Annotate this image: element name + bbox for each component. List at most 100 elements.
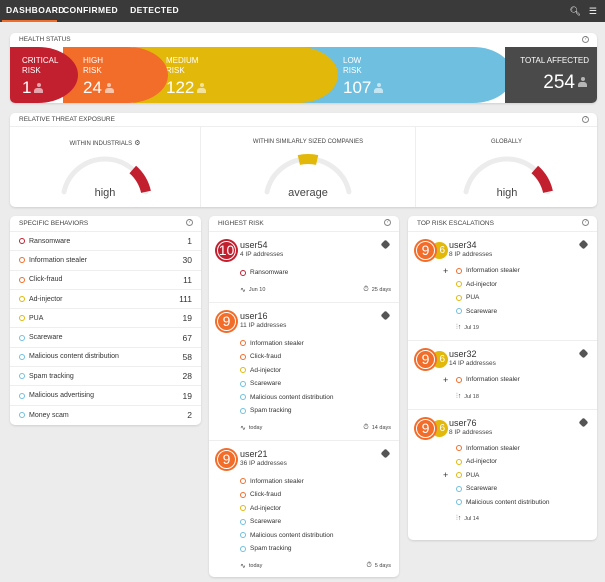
user-name[interactable]: user21	[240, 448, 268, 459]
severity-dot-icon	[240, 353, 246, 360]
search-icon[interactable]: 🔍︎	[569, 5, 581, 16]
risk-strip: CRITICAL RISK 1 HIGH RISK 24 MEDIUM RISK 122 LOW R…	[10, 47, 597, 103]
last-seen-date: Jun 10	[248, 286, 266, 293]
ip-count: 36 IP addresses	[240, 459, 287, 467]
behavior-row[interactable]: PUA 19	[10, 309, 201, 329]
risk-count-value: 107	[343, 78, 372, 97]
user-entry[interactable]: 9 6 user76 8 IP addresses Information steale…	[408, 410, 597, 532]
total-affected[interactable]: TOTAL AFFECTED 254	[505, 47, 597, 103]
risk-label: MEDIUM	[166, 56, 199, 65]
person-icon	[34, 83, 44, 93]
behavior-item: Malicious content distribution	[217, 529, 391, 543]
behavior-label: Click-fraud	[29, 276, 63, 284]
person-icon	[104, 83, 114, 93]
behavior-label: Ad-injector	[250, 504, 282, 512]
user-name[interactable]: user34	[449, 240, 477, 250]
trend-icon: ⫶↑	[456, 515, 462, 522]
duration-value: 5 days	[374, 562, 391, 569]
health-status-card: HEALTH STATUS? CRITICAL RISK 1 HIGH RISK 24 ME…	[10, 33, 597, 103]
last-seen-date: Jul 19	[464, 325, 479, 331]
help-icon[interactable]: ?	[582, 219, 589, 226]
behavior-count: 30	[182, 255, 192, 266]
behavior-row[interactable]: Malicious advertising 19	[10, 386, 201, 406]
help-icon[interactable]: ?	[582, 36, 589, 43]
behavior-item: Ad-injector	[217, 364, 391, 378]
behavior-item: + PUA	[416, 469, 589, 483]
behavior-row[interactable]: Information stealer 30	[10, 251, 201, 271]
user-name[interactable]: user76	[449, 417, 477, 428]
user-entry[interactable]: 9 6 user34 8 IP addresses + Information steal…	[408, 232, 597, 341]
behavior-label: Ad-injector	[250, 366, 282, 374]
severity-dot-icon	[19, 392, 25, 399]
user-name[interactable]: user54	[240, 240, 268, 250]
gauge-title: GLOBALLY	[416, 139, 597, 149]
risk-score-badge: 9	[414, 416, 437, 440]
gauge-indicator	[129, 165, 151, 194]
trend-icon: ⫶↑	[456, 392, 462, 400]
behavior-item: Information stealer	[416, 442, 589, 456]
user-entry[interactable]: 9 user16 11 IP addresses Information steale…	[209, 303, 399, 441]
gauge-0: WITHIN INDUSTRIALS ⚙ high	[10, 127, 201, 207]
ip-count: 8 IP addresses	[449, 251, 493, 258]
behavior-label: Spam tracking	[250, 407, 292, 415]
gauge-title-text: WITHIN INDUSTRIALS	[69, 141, 133, 147]
risk-count: 1	[22, 78, 78, 98]
behavior-row[interactable]: Money scam 2	[10, 406, 201, 425]
user-entry[interactable]: 9 6 user32 14 IP addresses + Information stea…	[408, 341, 597, 410]
behavior-label: Click-fraud	[250, 491, 282, 499]
help-icon[interactable]: ?	[582, 116, 589, 123]
plus-icon: +	[443, 470, 449, 481]
risk-label: LOW	[343, 56, 362, 65]
behavior-row[interactable]: Ad-injector 111	[10, 290, 201, 310]
gear-icon[interactable]: ⚙	[134, 140, 141, 147]
behavior-label: Ad-injector	[466, 458, 498, 466]
last-seen-date: today	[248, 424, 263, 431]
behavior-item: Spam tracking	[217, 404, 391, 418]
top-risk-escalations-card: TOP RISK ESCALATIONS? 9 6 user34 8 IP addre…	[408, 216, 597, 540]
menu-icon[interactable]: ☰	[588, 5, 597, 16]
risk-score-badge: 9	[215, 447, 238, 471]
behavior-row[interactable]: Malicious content distribution 58	[10, 348, 201, 368]
activity-icon: ∿	[240, 562, 246, 570]
behavior-row[interactable]: Click-fraud 11	[10, 271, 201, 290]
behavior-label: Spam tracking	[29, 372, 74, 380]
card-title: TOP RISK ESCALATIONS	[417, 220, 494, 227]
behavior-label: Ad-injector	[29, 295, 63, 303]
severity-dot-icon	[19, 238, 25, 245]
entry-footer: ⫶↑ Jul 19	[416, 322, 589, 334]
risk-segment-critical[interactable]: CRITICAL RISK 1	[10, 47, 78, 103]
help-icon[interactable]: ?	[384, 219, 391, 226]
behavior-row[interactable]: Scareware 67	[10, 328, 201, 348]
threat-exposure-card: RELATIVE THREAT EXPOSURE? WITHIN INDUSTR…	[10, 113, 597, 207]
card-title: SPECIFIC BEHAVIORS	[19, 220, 89, 227]
behavior-item: Information stealer	[217, 475, 391, 489]
risk-label: RISK	[166, 66, 185, 75]
behavior-row[interactable]: Spam tracking 28	[10, 367, 201, 387]
severity-dot-icon	[456, 294, 462, 301]
user-name[interactable]: user32	[449, 349, 477, 359]
user-entry[interactable]: 9 user21 36 IP addresses Information steale…	[209, 441, 399, 578]
tab-detected[interactable]: DETECTED	[130, 5, 180, 15]
behavior-label: PUA	[466, 471, 480, 479]
user-name[interactable]: user16	[240, 310, 268, 321]
behavior-label: Malicious content distribution	[250, 531, 334, 539]
risk-count-value: 24	[83, 78, 102, 97]
entry-footer: ∿ today ⏱ 5 days	[217, 560, 391, 572]
tab-confirmed[interactable]: CONFIRMED	[63, 5, 119, 15]
duration-value: 14 days	[371, 424, 391, 431]
severity-dot-icon	[19, 296, 25, 303]
tab-dashboard[interactable]: DASHBOARD	[0, 0, 64, 22]
behavior-label: Information stealer	[466, 376, 520, 384]
card-title: HIGHEST RISK	[218, 220, 264, 227]
stopwatch-icon: ⏱	[363, 285, 369, 293]
total-count: 254	[505, 72, 589, 94]
behavior-row[interactable]: Ransomware 1	[10, 232, 201, 252]
user-entry[interactable]: 10 user54 4 IP addresses Ransomware ∿ Jun 10 ⏱…	[209, 232, 399, 303]
gauge-title-text: WITHIN SIMILARLY SIZED COMPANIES	[252, 139, 364, 145]
entry-footer: ⫶↑ Jul 14	[416, 513, 589, 525]
help-icon[interactable]: ?	[186, 219, 193, 226]
risk-segment-high[interactable]: HIGH RISK 24	[63, 47, 168, 103]
behavior-item: PUA	[416, 291, 589, 305]
behavior-item: Information stealer	[217, 337, 391, 351]
severity-dot-icon	[456, 281, 462, 288]
